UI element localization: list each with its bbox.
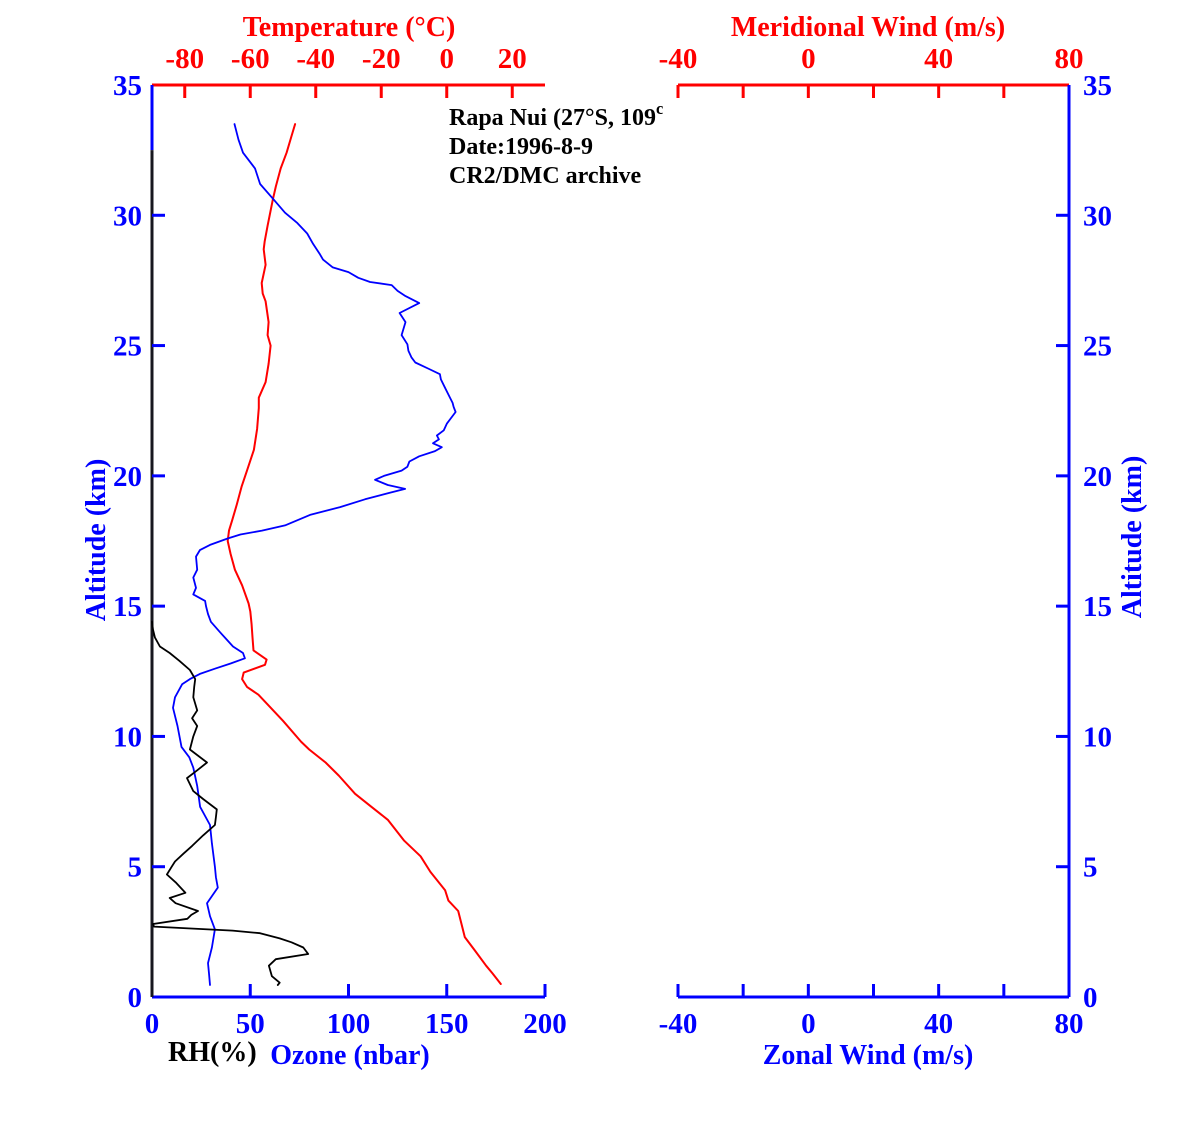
right-bottom-axis-tick-label: 80 [1055,1008,1084,1040]
left-top-axis-tick-label: -60 [231,43,270,75]
right-top-axis-tick-label: -40 [659,43,698,75]
left-y-axis-tick-label: 0 [128,982,143,1014]
ozone-curve [172,123,457,986]
right-y-axis-tick-label: 30 [1083,200,1112,232]
annotation-date-line: Date:1996-8-9 [449,134,593,160]
left-y-axis-tick-label: 30 [113,200,142,232]
left-bottom-axis-tick-label: 0 [145,1008,160,1040]
left-bottom-axis-tick-label: 200 [523,1008,567,1040]
right-bottom-axis-tick-label: 40 [924,1008,953,1040]
left-y-axis-tick-label: 15 [113,591,142,623]
altitude-left-axis-title: Altitude (km) [81,458,112,622]
right-bottom-axis-tick-label: 0 [801,1008,816,1040]
temperature-axis-title: Temperature (°C) [242,12,456,43]
right-top-axis-tick-label: 80 [1055,43,1084,75]
right-top-axis-tick-label: 40 [924,43,953,75]
temperature-curve [226,123,502,985]
right-y-axis-tick-label: 0 [1083,982,1098,1014]
right-bottom-axis-tick-label: -40 [659,1008,698,1040]
right-y-axis-tick-label: 15 [1083,591,1112,623]
left-y-axis-tick-label: 35 [113,70,142,102]
left-y-axis-tick-label: 25 [113,331,142,363]
left-y-axis-tick-label: 5 [128,852,143,884]
left-top-axis-tick-label: -20 [362,43,401,75]
left-top-axis-tick-label: 20 [498,43,527,75]
ozone-axis-title: Ozone (nbar) [270,1040,430,1071]
rh-axis-label: RH(%) [168,1037,257,1068]
right-y-axis-tick-label: 10 [1083,721,1112,753]
left-bottom-axis-tick-label: 100 [327,1008,371,1040]
right-y-axis-tick-label: 5 [1083,852,1098,884]
right-y-axis-tick-label: 25 [1083,331,1112,363]
left-y-axis-tick-label: 10 [113,721,142,753]
station-annotation: Rapa Nui (27°S, 109c Date:1996-8-9 CR2/D… [449,96,663,191]
left-bottom-axis-tick-label: 50 [236,1008,265,1040]
zonal-wind-axis-title: Zonal Wind (m/s) [762,1040,974,1071]
annotation-superscript: c [655,99,664,118]
altitude-right-axis-title: Altitude (km) [1117,455,1148,619]
left-y-axis-tick-label: 20 [113,461,142,493]
right-top-axis-tick-label: 0 [801,43,816,75]
left-bottom-axis-tick-label: 150 [425,1008,469,1040]
relative_humidity-curve [151,620,310,986]
meridional-wind-axis-title: Meridional Wind (m/s) [730,12,1006,43]
right-y-axis-tick-label: 20 [1083,461,1112,493]
left-top-axis-tick-label: -40 [296,43,335,75]
left-top-axis-tick-label: 0 [440,43,455,75]
annotation-station-line: Rapa Nui (27°S, 109c [449,99,664,131]
right-y-axis-tick-label: 35 [1083,70,1112,102]
left-top-axis-tick-label: -80 [165,43,204,75]
annotation-archive-line: CR2/DMC archive [449,163,642,189]
